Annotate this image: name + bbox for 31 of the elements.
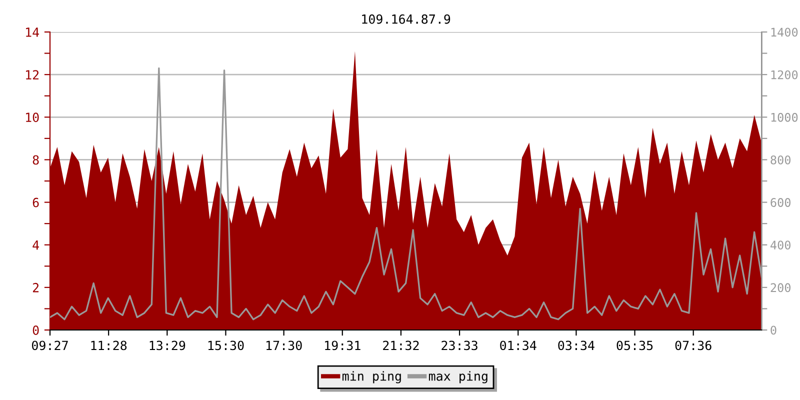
x-tick-label: 23:33 [442, 340, 478, 350]
y2-tick-label: 800 [770, 155, 790, 164]
x-tick-label: 15:30 [208, 340, 244, 350]
y2-tick-label: 600 [770, 198, 790, 207]
legend-label: max ping [428, 371, 488, 384]
legend-label: min ping [342, 371, 401, 384]
x-tick-label: 17:30 [266, 340, 302, 350]
x-tick-label: 11:28 [91, 340, 127, 350]
x-tick-label: 21:32 [383, 340, 419, 350]
y2-tick-label: 1200 [771, 70, 798, 80]
y-tick-label: 10 [26, 112, 39, 122]
x-tick-label: 03:34 [558, 340, 594, 350]
y2-tick-label: 200 [770, 283, 790, 292]
x-tick-label: 07:36 [675, 340, 712, 350]
y2-tick-label: 1400 [771, 28, 798, 37]
y-tick-label: 0 [32, 326, 39, 335]
y2-tick-label: 400 [770, 240, 790, 250]
y-tick-label: 2 [32, 282, 39, 292]
x-tick-label: 01:34 [500, 340, 536, 350]
x-tick-label: 05:35 [616, 340, 653, 350]
x-tick-label: 13:29 [150, 340, 186, 350]
chart-title: 109.164.87.9 [362, 14, 450, 24]
x-tick-label: 09:27 [32, 340, 68, 350]
y2-tick-label: 0 [770, 326, 776, 335]
y-tick-label: 8 [32, 155, 39, 165]
y-tick-label: 6 [32, 198, 39, 208]
y2-tick-label: 1000 [771, 112, 798, 122]
x-tick-label: 19:31 [325, 340, 360, 350]
y-tick-label: 12 [26, 70, 39, 80]
y-tick-label: 4 [32, 240, 39, 250]
y-tick-label: 14 [26, 28, 39, 37]
